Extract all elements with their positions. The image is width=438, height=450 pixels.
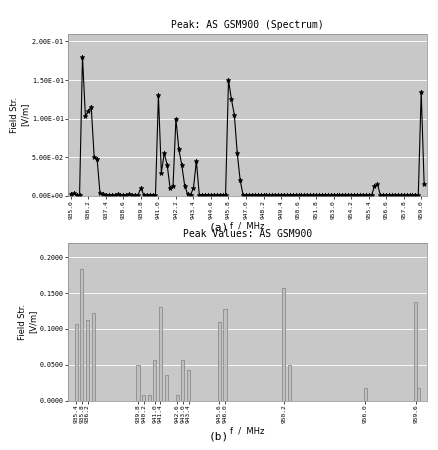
Bar bbox=[75, 324, 78, 400]
Bar bbox=[364, 387, 367, 400]
Bar bbox=[417, 388, 420, 401]
Y-axis label: Field Str.
[V/m]: Field Str. [V/m] bbox=[10, 97, 29, 133]
Bar bbox=[176, 395, 179, 400]
Bar bbox=[283, 288, 286, 400]
Bar bbox=[92, 313, 95, 400]
Y-axis label: Field Str.
[V/m]: Field Str. [V/m] bbox=[18, 304, 37, 340]
Bar bbox=[288, 364, 291, 400]
Text: (b): (b) bbox=[209, 432, 229, 441]
X-axis label: f  /  MHz: f / MHz bbox=[230, 426, 265, 435]
Bar bbox=[187, 370, 190, 400]
Bar bbox=[81, 270, 84, 400]
Title: Peak: AS GSM900 (Spectrum): Peak: AS GSM900 (Spectrum) bbox=[171, 20, 324, 30]
Bar bbox=[137, 364, 140, 400]
Bar bbox=[218, 323, 221, 400]
Bar bbox=[414, 302, 417, 400]
Bar bbox=[148, 395, 151, 400]
Bar bbox=[165, 375, 168, 401]
Text: (a): (a) bbox=[209, 222, 229, 232]
Bar bbox=[223, 309, 226, 400]
Bar bbox=[181, 360, 184, 400]
Bar bbox=[153, 360, 156, 400]
Title: Peak Values: AS GSM900: Peak Values: AS GSM900 bbox=[183, 230, 312, 239]
Bar bbox=[86, 320, 89, 400]
X-axis label: f  /  MHz: f / MHz bbox=[230, 221, 265, 230]
Bar bbox=[142, 395, 145, 400]
Bar bbox=[159, 307, 162, 400]
